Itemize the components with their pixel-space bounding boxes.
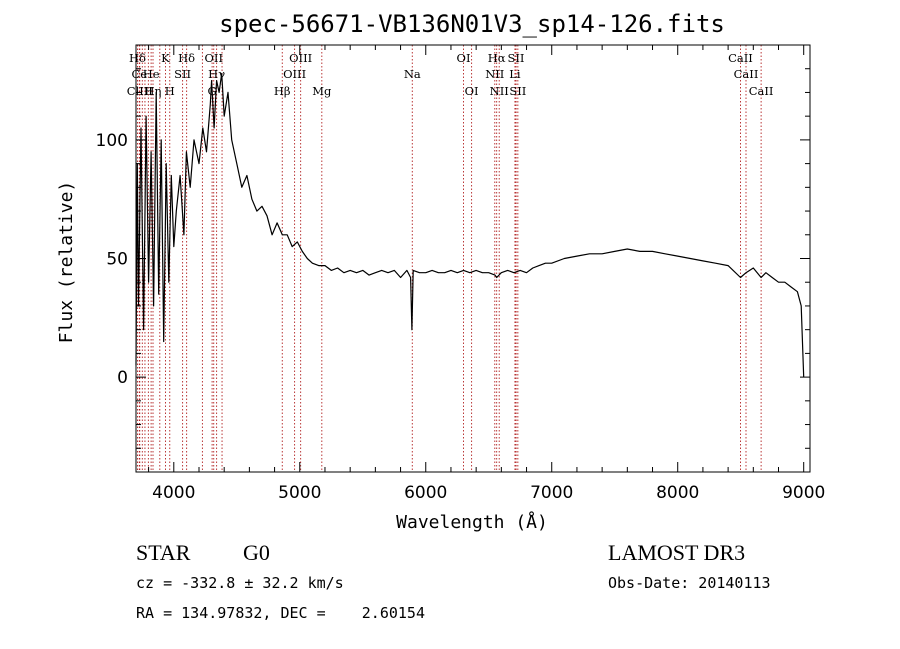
line-label: Ce bbox=[131, 67, 147, 81]
line-label: SII bbox=[507, 51, 524, 65]
observation-date: Obs-Date: 20140113 bbox=[608, 574, 771, 592]
line-label: Mg bbox=[312, 84, 332, 98]
line-label: CaII bbox=[734, 67, 759, 81]
line-label: OI bbox=[465, 84, 479, 98]
chart-title: spec-56671-VB136N01V3_sp14-126.fits bbox=[219, 10, 725, 38]
line-label: ClIII bbox=[127, 84, 153, 98]
line-label: CaII bbox=[749, 84, 774, 98]
line-label: NII bbox=[485, 67, 504, 81]
line-label: SII bbox=[174, 67, 191, 81]
x-axis: 4000 5000 6000 7000 8000 9000 bbox=[148, 45, 825, 503]
y-tick-label: 50 bbox=[106, 250, 128, 270]
object-class: STAR bbox=[136, 540, 191, 565]
x-axis-label: Wavelength (Å) bbox=[396, 511, 548, 533]
line-label: OI bbox=[457, 51, 471, 65]
line-label: Hα bbox=[488, 51, 506, 65]
y-tick-label: 100 bbox=[96, 131, 128, 151]
line-label: Hβ bbox=[274, 84, 291, 98]
y-axis-label: Flux (relative) bbox=[56, 181, 77, 344]
line-label: CaII bbox=[728, 51, 753, 65]
x-tick-label: 8000 bbox=[656, 483, 699, 503]
ra-dec: RA = 134.97832, DEC = 2.60154 bbox=[136, 604, 425, 622]
line-label: OIII bbox=[289, 51, 312, 65]
x-tick-label: 9000 bbox=[782, 483, 825, 503]
survey-name: LAMOST DR3 bbox=[608, 540, 746, 565]
line-label: K bbox=[161, 51, 170, 65]
line-label: Li bbox=[509, 67, 521, 81]
x-tick-label: 5000 bbox=[278, 483, 321, 503]
line-label: Hδ bbox=[129, 51, 146, 65]
line-label: OII bbox=[204, 51, 223, 65]
line-label: NII bbox=[490, 84, 509, 98]
line-label: H bbox=[165, 84, 175, 98]
line-label: OIII bbox=[283, 67, 306, 81]
flux-series-line bbox=[135, 72, 805, 378]
object-subclass: G0 bbox=[243, 540, 270, 565]
x-tick-label: 7000 bbox=[530, 483, 573, 503]
line-label: Hη bbox=[145, 84, 162, 98]
line-label: SII bbox=[509, 84, 526, 98]
line-label: He bbox=[143, 67, 160, 81]
line-label: Hδ bbox=[178, 51, 195, 65]
redshift-cz: cz = -332.8 ± 32.2 km/s bbox=[136, 574, 344, 592]
line-label: Hγ bbox=[208, 67, 225, 81]
x-tick-label: 6000 bbox=[404, 483, 447, 503]
x-tick-label: 4000 bbox=[152, 483, 195, 503]
plot-frame bbox=[135, 44, 811, 473]
spectral-line-markers bbox=[137, 45, 762, 472]
line-label: Na bbox=[404, 67, 421, 81]
y-axis: 0 50 100 bbox=[96, 44, 810, 473]
y-tick-label: 0 bbox=[117, 368, 128, 388]
